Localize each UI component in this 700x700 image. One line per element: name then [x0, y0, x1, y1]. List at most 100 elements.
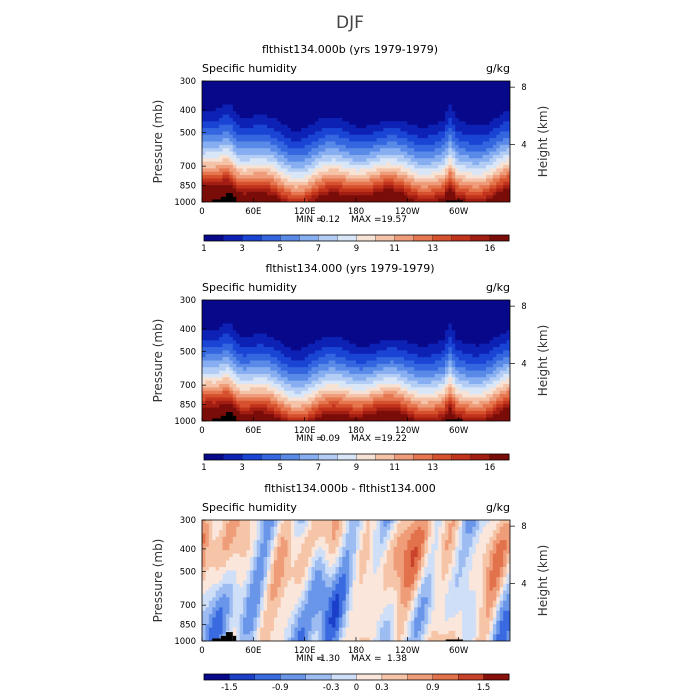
colorbar-label: 7	[316, 463, 321, 473]
colorbar-swatch	[407, 673, 434, 681]
min-label: MIN =	[296, 654, 324, 664]
y-tick-label: 850	[180, 401, 196, 411]
panel-title: flthist134.000b (yrs 1979-1979)	[262, 43, 438, 56]
y-tick-label: 500	[180, 347, 196, 357]
colorbar-swatch	[432, 453, 453, 461]
colorbar-label: 1	[201, 463, 206, 473]
max-label: MAX =	[351, 215, 382, 225]
colorbar-swatch	[432, 673, 459, 681]
colorbar-swatch	[483, 673, 510, 681]
topography	[212, 412, 463, 421]
colorbar-label: 5	[278, 244, 283, 254]
colorbar-label: 1	[201, 244, 206, 254]
colorbar-label: 7	[316, 244, 321, 254]
colorbar: 1 3 5 7 9 11 13 16	[201, 453, 510, 473]
x-tick-label: 120E	[294, 207, 316, 217]
colorbar-swatch	[203, 234, 224, 242]
colorbar-swatch	[254, 673, 281, 681]
colorbar-frame	[203, 234, 510, 242]
colorbar-swatch	[356, 673, 383, 681]
colorbar-swatch	[318, 453, 338, 461]
y-tick-label: 850	[180, 182, 196, 192]
colorbar-swatch	[203, 453, 224, 461]
colorbar-swatch	[241, 234, 262, 242]
right-tick-label: 4	[521, 360, 526, 370]
x-tick-label: 120E	[294, 646, 316, 656]
colorbar-swatch	[375, 453, 396, 461]
colorbar-swatch	[203, 673, 230, 681]
x-tick-label: 120W	[395, 426, 420, 436]
y-tick-label: 300	[180, 296, 196, 306]
x-tick-label: 0	[199, 646, 204, 656]
colorbar-swatch	[489, 453, 510, 461]
x-tick-label: 180	[348, 646, 364, 656]
colorbar-label: 1.5	[477, 683, 491, 693]
field	[202, 520, 510, 641]
y-tick-label: 700	[180, 162, 196, 172]
colorbar-swatch	[229, 673, 256, 681]
colorbar-swatch	[261, 453, 281, 461]
topography	[212, 632, 463, 641]
min-label: MIN =	[296, 215, 324, 225]
colorbar-label: 16	[485, 244, 496, 254]
colorbar-swatch	[356, 453, 377, 461]
colorbar-label: 0.9	[426, 683, 440, 693]
y-tick-label: 1000	[174, 637, 196, 647]
colorbar-swatch	[356, 234, 377, 242]
x-tick-label: 60W	[449, 426, 469, 436]
max-value: 19.22	[381, 434, 407, 444]
x-tick-label: 180	[348, 426, 364, 436]
field	[202, 300, 510, 421]
colorbar-label: 0	[354, 683, 359, 693]
right-tick-label: 4	[521, 141, 526, 151]
panel-2: flthist134.000 (yrs 1979-1979) Specific h…	[151, 262, 550, 473]
right-tick-label: 4	[521, 580, 526, 590]
max-value: 19.57	[381, 215, 407, 225]
x-tick-label: 60E	[245, 426, 261, 436]
y-tick-label: 700	[180, 381, 196, 391]
colorbar-label: -0.9	[272, 683, 289, 693]
colorbar-swatch	[299, 453, 319, 461]
max-label: MAX =	[351, 654, 382, 664]
y-tick-label: 400	[180, 106, 196, 116]
colorbar-swatch	[337, 234, 357, 242]
colorbar-label: 16	[485, 463, 496, 473]
colorbar-swatch	[241, 453, 262, 461]
y-tick-label: 500	[180, 567, 196, 577]
colorbar-swatch	[299, 234, 319, 242]
right-tick-label: 8	[521, 302, 526, 312]
x-tick-label: 60E	[245, 207, 261, 217]
colorbar-swatch	[318, 234, 338, 242]
colorbar: -1.5 -0.9 -0.3 0 0.3 0.9 1.5	[203, 673, 510, 693]
min-value: -1.30	[317, 654, 341, 664]
colorbar-swatch	[413, 453, 434, 461]
colorbar-label: 3	[239, 244, 244, 254]
variable-label: Specific humidity	[202, 62, 297, 75]
min-label: MIN =	[296, 434, 324, 444]
y-tick-label: 300	[180, 77, 196, 87]
x-tick-label: 0	[199, 207, 204, 217]
colorbar-label: 3	[239, 463, 244, 473]
colorbar-label: -1.5	[221, 683, 238, 693]
right-axis-label: Height (km)	[536, 106, 550, 177]
colorbar-frame	[203, 453, 510, 461]
y-tick-label: 850	[180, 621, 196, 631]
right-tick-label: 8	[521, 83, 526, 93]
panel-3: flthist134.000b - flthist134.000 Specific…	[151, 482, 550, 693]
colorbar: 1 3 5 7 9 11 13 16	[201, 234, 510, 254]
colorbar-label: 9	[354, 244, 359, 254]
colorbar-swatch	[222, 453, 243, 461]
colorbar-swatch	[413, 234, 434, 242]
min-value: 0.12	[320, 215, 340, 225]
colorbar-swatch	[381, 673, 408, 681]
colorbar-swatch	[394, 453, 415, 461]
colorbar-swatch	[305, 673, 332, 681]
x-tick-label: 120W	[395, 646, 420, 656]
suptitle: DJF	[336, 13, 364, 33]
min-value: 0.09	[320, 434, 340, 444]
x-tick-label: 120W	[395, 207, 420, 217]
y-tick-label: 300	[180, 516, 196, 526]
colorbar-swatch	[489, 234, 510, 242]
colorbar-swatch	[451, 234, 472, 242]
